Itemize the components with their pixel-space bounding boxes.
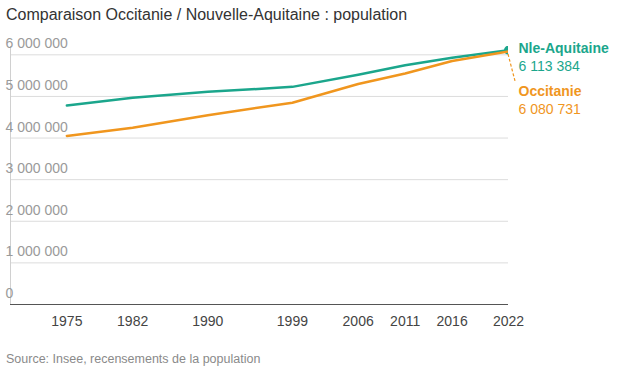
- svg-text:4 000 000: 4 000 000: [6, 119, 68, 135]
- svg-text:2016: 2016: [437, 313, 468, 329]
- svg-text:1990: 1990: [192, 313, 223, 329]
- svg-text:1 000 000: 1 000 000: [6, 243, 68, 259]
- svg-text:0: 0: [6, 285, 14, 301]
- svg-text:2011: 2011: [390, 313, 420, 329]
- svg-text:3 000 000: 3 000 000: [6, 160, 68, 176]
- svg-text:Nle-Aquitaine: Nle-Aquitaine: [519, 40, 609, 56]
- svg-text:1975: 1975: [51, 313, 82, 329]
- html-text:Comparaison Occitanie / Nouvel: Comparaison Occitanie / Nouvelle-Aquitai…: [6, 6, 408, 23]
- svg-text:1982: 1982: [117, 313, 148, 329]
- svg-text:Occitanie: Occitanie: [519, 83, 582, 99]
- html-text:Source: Insee, recensements de: Source: Insee, recensements de la popula…: [6, 352, 261, 366]
- svg-text:2022: 2022: [493, 313, 524, 329]
- svg-text:1999: 1999: [277, 313, 308, 329]
- svg-text:2 000 000: 2 000 000: [6, 202, 68, 218]
- svg-text:2006: 2006: [343, 313, 374, 329]
- svg-text:6 000 000: 6 000 000: [6, 35, 68, 51]
- svg-text:6 080 731: 6 080 731: [519, 101, 581, 117]
- svg-text:6 113 384: 6 113 384: [519, 58, 580, 74]
- svg-text:5 000 000: 5 000 000: [6, 77, 68, 93]
